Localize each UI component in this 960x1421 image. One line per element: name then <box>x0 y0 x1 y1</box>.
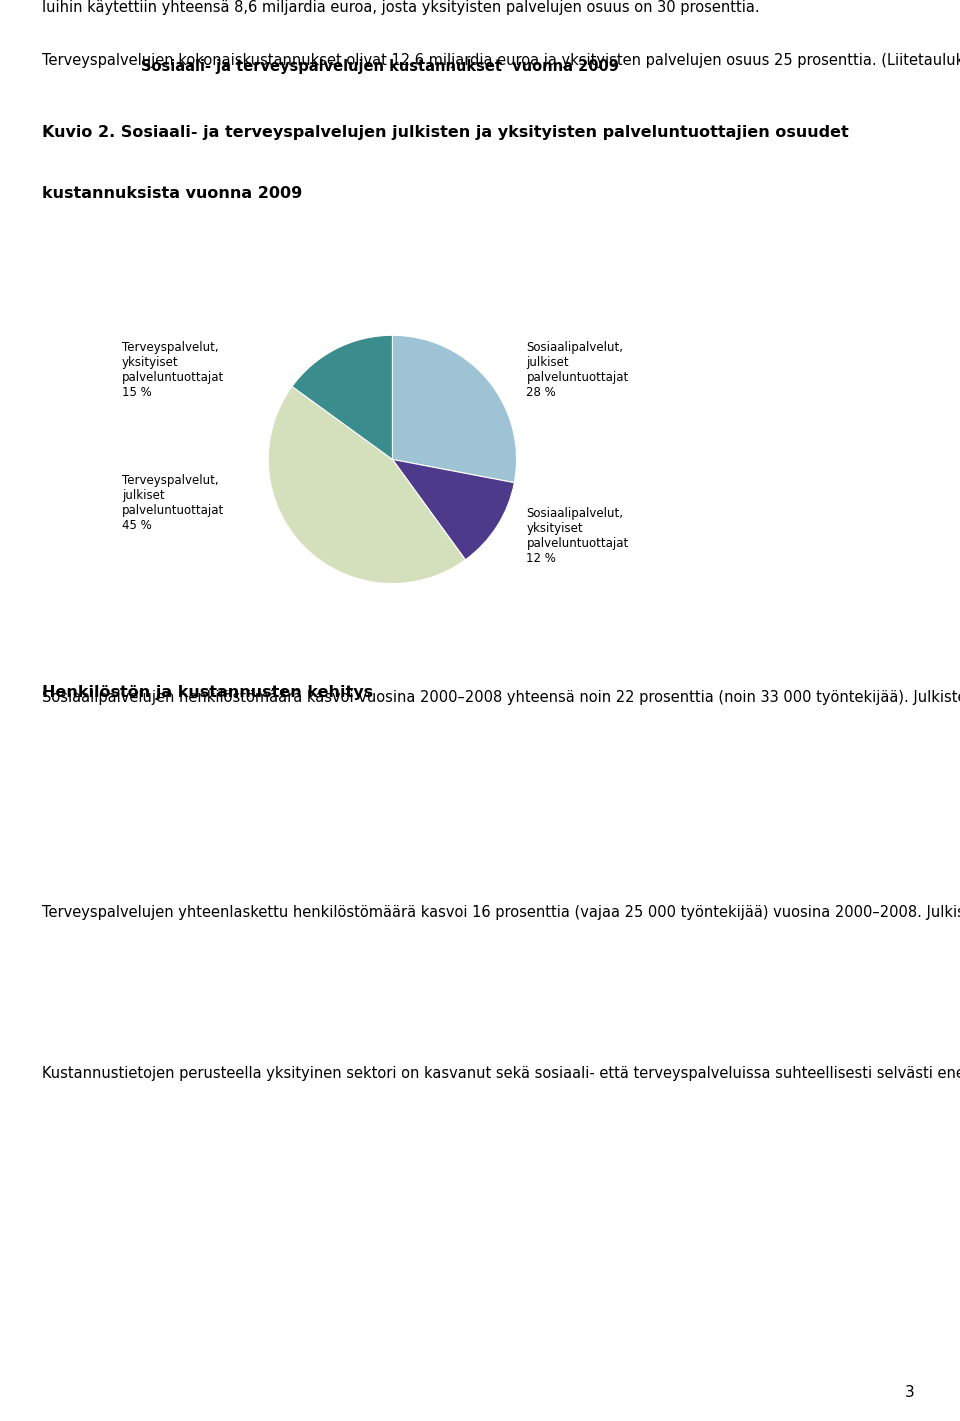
Text: 3: 3 <box>905 1385 915 1400</box>
Text: Kustannustietojen perusteella yksityinen sektori on kasvanut sekä sosiaali- että: Kustannustietojen perusteella yksityinen… <box>42 1066 960 1081</box>
Text: Sosiaali- ja terveyspalvelujen kustannukset  vuonna 2009: Sosiaali- ja terveyspalvelujen kustannuk… <box>141 58 619 74</box>
Text: Sosiaalipalvelut,
yksityiset
palveluntuottajat
12 %: Sosiaalipalvelut, yksityiset palveluntuo… <box>526 507 629 566</box>
Text: Terveyspalvelut,
yksityiset
palveluntuottajat
15 %: Terveyspalvelut, yksityiset palveluntuot… <box>122 341 224 399</box>
Text: kustannuksista vuonna 2009: kustannuksista vuonna 2009 <box>42 186 302 200</box>
Text: Kuvio 2. Sosiaali- ja terveyspalvelujen julkisten ja yksityisten palveluntuottaj: Kuvio 2. Sosiaali- ja terveyspalvelujen … <box>42 125 849 141</box>
Text: Terveyspalvelut,
julkiset
palveluntuottajat
45 %: Terveyspalvelut, julkiset palveluntuotta… <box>122 473 224 531</box>
Text: Sosiaalipalvelut,
julkiset
palveluntuottajat
28 %: Sosiaalipalvelut, julkiset palveluntuott… <box>526 341 629 399</box>
Text: Terveyspalvelujen kokonaiskustannukset olivat 12,6 miljardia euroa ja yksityiste: Terveyspalvelujen kokonaiskustannukset o… <box>42 53 960 68</box>
Text: Henkilöstön ja kustannusten kehitys: Henkilöstön ja kustannusten kehitys <box>42 685 373 699</box>
Wedge shape <box>268 387 466 584</box>
Text: Sosiaalipalvelujen henkilöstömäärä kasvoi vuosina 2000–2008 yhteensä noin 22 pro: Sosiaalipalvelujen henkilöstömäärä kasvo… <box>42 691 960 705</box>
Wedge shape <box>393 335 516 483</box>
Text: Terveyspalvelujen yhteenlaskettu henkilöstömäärä kasvoi 16 prosenttia (vajaa 25 : Terveyspalvelujen yhteenlaskettu henkilö… <box>42 905 960 919</box>
Wedge shape <box>393 459 515 560</box>
Wedge shape <box>292 335 393 459</box>
Text: luihin käytettiin yhteensä 8,6 miljardia euroa, josta yksityisten palvelujen osu: luihin käytettiin yhteensä 8,6 miljardia… <box>42 0 759 16</box>
